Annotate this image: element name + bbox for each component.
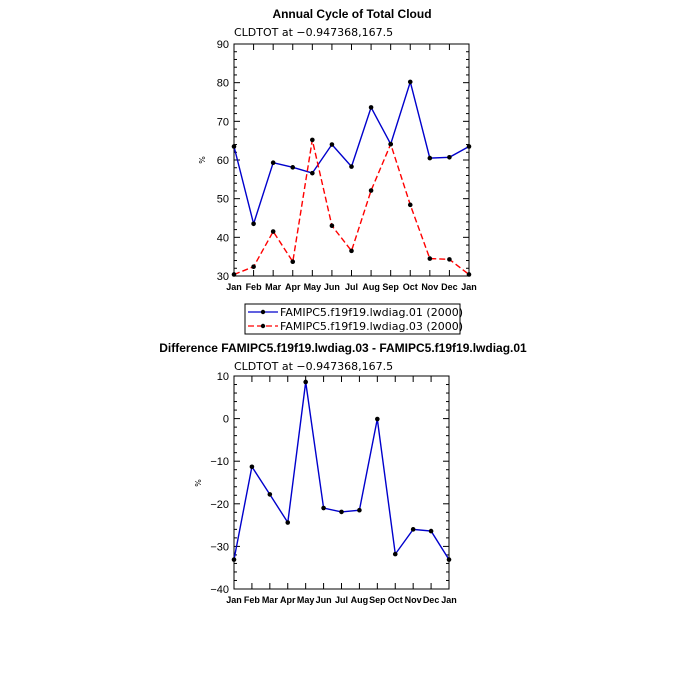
data-point (251, 221, 256, 227)
x-tick-label: Jan (441, 595, 457, 605)
data-point (249, 464, 255, 470)
data-point (251, 264, 256, 270)
data-point (285, 520, 291, 525)
data-point (466, 272, 472, 277)
data-point (290, 165, 296, 170)
x-tick-label: Jun (324, 282, 340, 292)
x-tick-label: Oct (403, 282, 418, 292)
data-point (466, 144, 472, 149)
x-tick-label: Mar (262, 595, 279, 605)
y-tick-label: 0 (223, 414, 229, 426)
x-tick-label: Dec (423, 595, 440, 605)
y-tick-label: 80 (217, 78, 229, 90)
data-point (428, 528, 434, 534)
chart1-legend: FAMIPC5.f19f19.lwdiag.01 (2000) FAMIPC5.… (244, 303, 463, 335)
legend-label-series1: FAMIPC5.f19f19.lwdiag.01 (2000) (280, 306, 463, 319)
x-tick-label: Nov (421, 282, 438, 292)
chart1-ylabel: % (198, 156, 207, 164)
series-line-1 (233, 79, 470, 227)
data-point (357, 507, 362, 513)
data-point (339, 509, 344, 515)
y-tick-label: 30 (217, 271, 229, 283)
chart1-title: Annual Cycle of Total Cloud (272, 7, 431, 21)
legend-label-series2: FAMIPC5.f19f19.lwdiag.03 (2000) (280, 320, 463, 333)
data-point (270, 229, 276, 234)
data-point (267, 492, 273, 497)
legend-marker-series2 (260, 323, 266, 329)
x-tick-label: Aug (362, 282, 380, 292)
y-tick-label: 60 (217, 155, 229, 167)
x-tick-label: Nov (405, 595, 422, 605)
data-point (407, 79, 413, 85)
y-tick-label: −40 (210, 584, 229, 596)
x-tick-label: Feb (246, 282, 263, 292)
x-tick-label: Dec (441, 282, 458, 292)
x-tick-label: Mar (265, 282, 282, 292)
legend-marker-series1 (260, 309, 266, 315)
chart1-subtitle: CLDTOT at −0.947368,167.5 (234, 26, 393, 39)
difference-chart: Difference FAMIPC5.f19f19.lwdiag.03 - FA… (159, 341, 527, 605)
data-point (231, 557, 237, 562)
data-point (310, 170, 315, 176)
y-tick-label: 70 (217, 116, 229, 128)
annual-cycle-chart: Annual Cycle of Total Cloud CLDTOT at −0… (198, 7, 477, 335)
data-point (329, 142, 335, 147)
x-tick-label: May (297, 595, 315, 605)
y-tick-label: 40 (217, 232, 229, 244)
y-tick-label: 50 (217, 194, 229, 206)
x-tick-label: Apr (280, 595, 296, 605)
data-point (329, 223, 335, 229)
chart1-plot-frame (233, 43, 470, 277)
chart2-ylabel: % (194, 479, 203, 487)
x-tick-label: Jan (226, 595, 242, 605)
x-tick-label: Apr (285, 282, 301, 292)
x-tick-label: Sep (382, 282, 399, 292)
x-tick-label: Jan (461, 282, 477, 292)
data-point (410, 527, 416, 532)
x-tick-label: Sep (369, 595, 386, 605)
y-tick-label: −30 (210, 541, 229, 553)
y-tick-label: 10 (217, 371, 229, 383)
x-tick-label: Oct (388, 595, 403, 605)
chart2-plot-frame (233, 375, 450, 590)
data-point (447, 257, 452, 262)
data-point (427, 256, 433, 261)
data-point (290, 259, 296, 264)
data-point (368, 188, 374, 193)
data-point (446, 557, 452, 562)
x-tick-label: Jan (226, 282, 242, 292)
data-point (447, 154, 452, 160)
data-point (303, 379, 308, 385)
data-point (349, 248, 354, 254)
data-point (310, 137, 315, 143)
data-point (368, 105, 374, 110)
data-point (321, 505, 326, 511)
data-point (388, 141, 393, 147)
y-tick-label: −20 (210, 499, 229, 511)
data-point (392, 551, 398, 557)
series-line-2 (233, 139, 470, 276)
y-tick-label: 90 (217, 39, 229, 51)
x-tick-label: Feb (244, 595, 261, 605)
data-point (349, 164, 354, 169)
y-tick-label: −10 (210, 456, 229, 468)
series-line-1 (233, 381, 450, 560)
data-point (407, 202, 413, 208)
data-point (427, 155, 433, 161)
data-point (231, 144, 237, 149)
x-tick-label: Jul (345, 282, 358, 292)
x-tick-label: Jun (316, 595, 332, 605)
legend-box (244, 303, 461, 335)
chart2-subtitle: CLDTOT at −0.947368,167.5 (234, 360, 393, 373)
chart2-title: Difference FAMIPC5.f19f19.lwdiag.03 - FA… (159, 341, 527, 355)
data-point (270, 160, 276, 166)
x-tick-label: Jul (335, 595, 348, 605)
data-point (231, 272, 237, 277)
x-tick-label: Aug (351, 595, 369, 605)
x-tick-label: May (304, 282, 322, 292)
data-point (375, 416, 380, 422)
